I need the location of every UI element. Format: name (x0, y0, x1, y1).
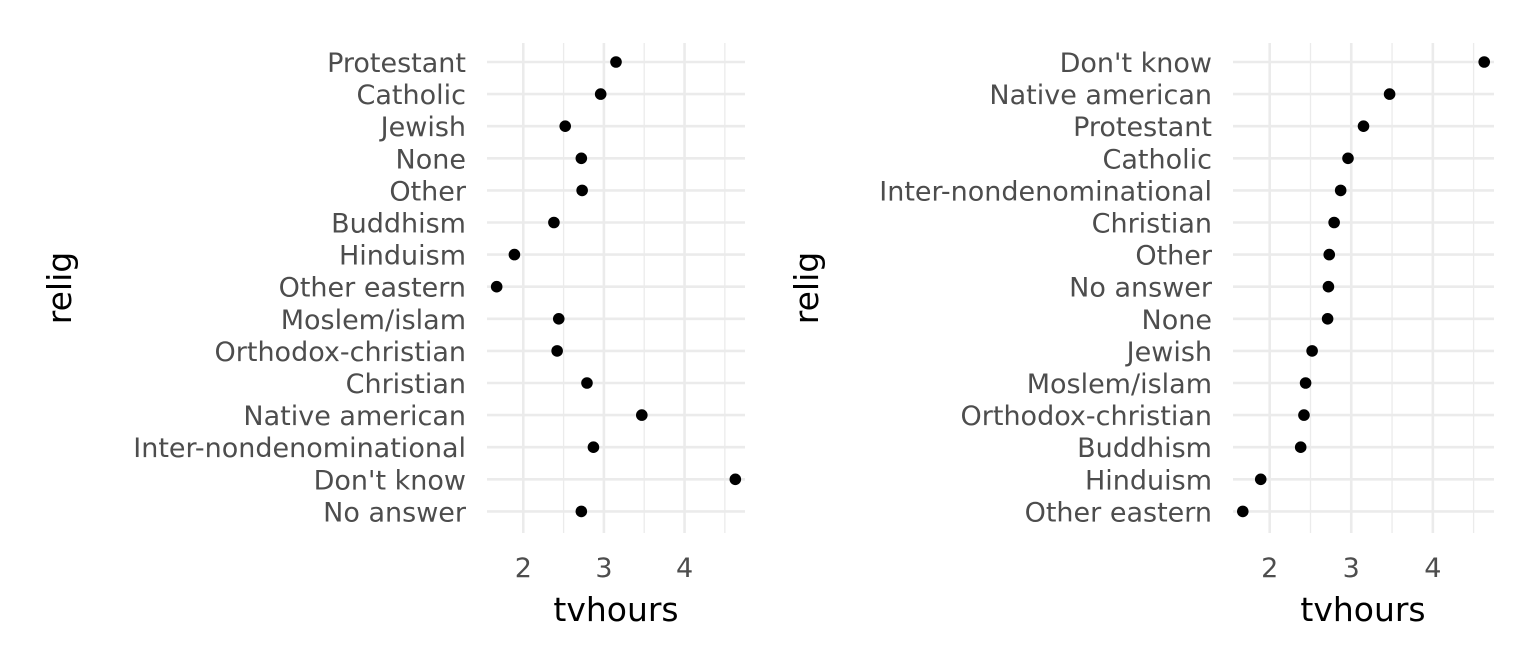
point-orthodox-christian (1298, 409, 1310, 421)
point-inter-nondenominational (1334, 184, 1347, 197)
point-no-answer (1322, 280, 1335, 293)
points-left (490, 56, 742, 518)
point-don-t-know (729, 473, 742, 486)
point-orthodox-christian (551, 345, 563, 357)
dot-plot-left: ProtestantCatholicJewishNoneOtherBuddhis… (40, 43, 745, 629)
category-label-jewish: Jewish (1125, 337, 1212, 368)
x-tick-label: 4 (1424, 553, 1441, 584)
point-other-eastern (1236, 505, 1249, 518)
category-label-inter-nondenominational: Inter-nondenominational (133, 433, 466, 464)
category-label-protestant: Protestant (327, 48, 466, 79)
point-don-t-know (1478, 56, 1491, 68)
category-label-don-t-know: Don't know (314, 465, 466, 496)
x-tick-label: 4 (676, 553, 693, 584)
category-label-orthodox-christian: Orthodox-christian (215, 337, 467, 368)
category-label-don-t-know: Don't know (1060, 48, 1212, 79)
point-christian (1328, 216, 1340, 229)
grid-left (487, 43, 745, 533)
category-label-inter-nondenominational: Inter-nondenominational (879, 176, 1212, 207)
category-label-other-eastern: Other eastern (279, 273, 466, 304)
category-label-christian: Christian (346, 369, 466, 400)
x-axis-title-left: tvhours (553, 590, 678, 629)
point-protestant (610, 56, 622, 68)
points-right (1236, 56, 1491, 518)
category-label-orthodox-christian: Orthodox-christian (961, 401, 1213, 432)
category-label-buddhism: Buddhism (331, 209, 466, 240)
category-label-buddhism: Buddhism (1077, 433, 1212, 464)
point-inter-nondenominational (587, 441, 600, 454)
point-native-american (1383, 88, 1396, 100)
point-buddhism (1294, 441, 1307, 454)
point-jewish (1306, 345, 1318, 357)
category-label-no-answer: No answer (1069, 273, 1213, 304)
category-label-hinduism: Hinduism (1085, 465, 1212, 496)
y-axis-title-left: relig (40, 252, 79, 324)
x-tick-label: 2 (515, 553, 532, 584)
category-label-no-answer: No answer (323, 497, 467, 528)
category-label-native-american: Native american (989, 80, 1212, 111)
category-label-protestant: Protestant (1073, 112, 1212, 143)
category-label-none: None (1142, 305, 1212, 336)
point-hinduism (1254, 473, 1267, 486)
y-axis-title-right: relig (787, 252, 826, 324)
point-other (576, 184, 588, 197)
category-label-hinduism: Hinduism (339, 241, 466, 272)
point-catholic (1342, 152, 1354, 165)
tick-labels-right: 2 3 4 (1261, 553, 1441, 584)
category-label-catholic: Catholic (357, 80, 466, 111)
point-other (1323, 248, 1336, 261)
point-jewish (559, 120, 572, 132)
category-label-other: Other (1135, 241, 1213, 272)
x-tick-label: 2 (1261, 553, 1278, 584)
point-protestant (1357, 120, 1370, 132)
category-label-other-eastern: Other eastern (1025, 497, 1212, 528)
category-label-moslem-islam: Moslem/islam (1027, 369, 1212, 400)
category-label-other: Other (389, 176, 467, 207)
category-label-none: None (396, 144, 466, 175)
grid-right (1233, 43, 1494, 533)
x-axis-title-right: tvhours (1300, 590, 1425, 629)
category-labels-left: ProtestantCatholicJewishNoneOtherBuddhis… (133, 48, 467, 528)
point-other-eastern (490, 280, 503, 293)
category-label-native-american: Native american (243, 401, 466, 432)
x-tick-label: 3 (595, 553, 612, 584)
category-label-christian: Christian (1092, 209, 1212, 240)
point-no-answer (575, 505, 588, 518)
point-none (1321, 313, 1334, 325)
x-tick-label: 3 (1343, 553, 1360, 584)
point-moslem-islam (1299, 377, 1312, 389)
category-label-moslem-islam: Moslem/islam (281, 305, 466, 336)
point-christian (581, 377, 593, 389)
point-native-american (636, 409, 648, 421)
point-moslem-islam (552, 313, 565, 325)
point-none (575, 152, 588, 165)
category-label-jewish: Jewish (379, 112, 466, 143)
tick-labels-left: 2 3 4 (515, 553, 693, 584)
category-label-catholic: Catholic (1103, 144, 1212, 175)
point-hinduism (508, 248, 521, 261)
point-catholic (594, 88, 607, 100)
point-buddhism (548, 216, 560, 229)
